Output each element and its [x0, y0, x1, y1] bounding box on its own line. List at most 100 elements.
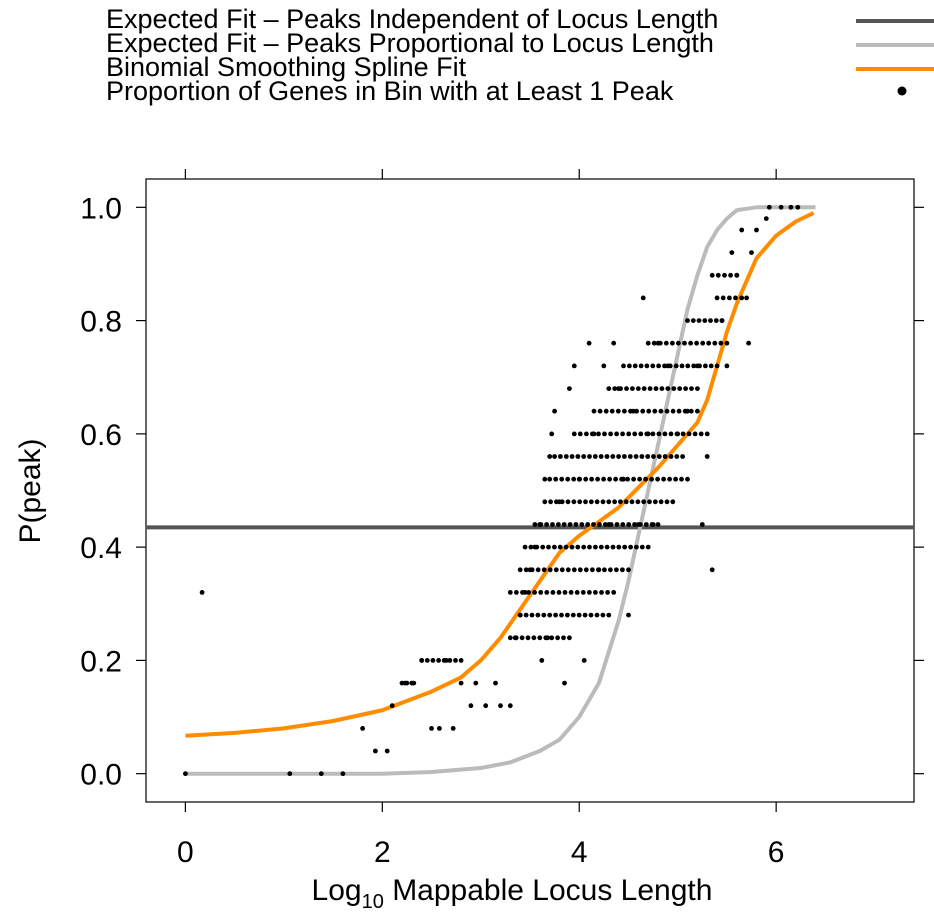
data-point: [534, 544, 540, 550]
data-point: [556, 590, 562, 595]
data-point: [641, 499, 647, 505]
data-point: [704, 454, 710, 459]
series-lines: [146, 205, 914, 776]
data-point: [607, 476, 612, 482]
data-point: [604, 544, 610, 550]
data-point: [559, 567, 565, 573]
data-point: [724, 340, 730, 346]
data-point: [517, 612, 523, 618]
data-point: [715, 272, 721, 278]
data-point: [581, 454, 587, 459]
data-point: [664, 499, 670, 505]
data-point: [550, 590, 556, 595]
data-point: [631, 476, 636, 482]
data-point: [608, 431, 613, 437]
proportional-fit-line: [185, 205, 816, 776]
x-axis-label: Log10 Mappable Locus Length: [312, 874, 713, 913]
legend-label: Expected Fit – Peaks Proportional to Loc…: [106, 28, 714, 58]
data-point: [587, 454, 592, 459]
data-point: [594, 612, 600, 618]
data-point: [584, 431, 589, 437]
data-point: [611, 340, 617, 346]
data-point: [535, 567, 541, 573]
data-point: [565, 476, 571, 482]
data-point: [640, 295, 646, 301]
data-point: [540, 544, 546, 550]
data-point: [646, 408, 652, 414]
data-point: [679, 476, 684, 482]
data-point: [674, 454, 680, 459]
data-point: [644, 363, 650, 369]
data-point: [539, 658, 545, 663]
data-point: [538, 522, 544, 527]
data-point: [581, 544, 587, 550]
data-point: [569, 454, 575, 459]
data-point: [632, 431, 638, 437]
data-point: [664, 408, 670, 414]
data-point: [558, 454, 563, 459]
data-point: [468, 703, 474, 709]
data-point: [567, 635, 572, 641]
data-point: [549, 635, 555, 641]
data-point: [611, 590, 617, 595]
data-point: [419, 658, 425, 663]
data-point: [596, 567, 601, 573]
data-point: [523, 567, 529, 573]
data-point: [473, 680, 479, 686]
data-point: [641, 386, 647, 391]
data-point: [655, 476, 660, 482]
data-point: [340, 771, 346, 777]
data-point: [360, 726, 365, 731]
data-point: [554, 499, 559, 505]
data-point: [680, 454, 685, 459]
data-point: [714, 363, 720, 369]
data-point: [670, 408, 676, 414]
data-point: [691, 363, 697, 369]
data-point: [656, 454, 662, 459]
data-point: [529, 612, 535, 618]
data-point: [689, 386, 694, 391]
data-point: [553, 476, 559, 482]
legend-label: Proportion of Genes in Bin with at Least…: [106, 76, 674, 106]
data-point: [591, 522, 596, 527]
data-point: [699, 522, 705, 527]
data-point: [713, 318, 719, 323]
y-tick-label: 0.2: [80, 645, 122, 678]
data-point: [568, 590, 574, 595]
data-point: [673, 363, 679, 369]
data-point: [594, 499, 600, 505]
data-point: [453, 658, 458, 663]
data-point: [662, 454, 668, 459]
data-point: [630, 386, 635, 391]
data-point: [606, 612, 612, 618]
data-point: [619, 476, 624, 482]
x-axis: 0 2 4 6: [177, 169, 784, 869]
data-point: [656, 431, 662, 437]
data-point: [571, 476, 577, 482]
data-point: [563, 454, 569, 459]
data-point: [573, 522, 579, 527]
data-point: [638, 363, 644, 369]
legend-label: Expected Fit – Peaks Independent of Locu…: [106, 4, 718, 34]
data-point: [766, 204, 772, 210]
data-point: [541, 567, 547, 573]
data-point: [670, 499, 676, 505]
data-point: [622, 408, 627, 414]
data-point: [673, 476, 678, 482]
data-point: [610, 544, 616, 550]
data-point: [629, 499, 635, 505]
data-point: [535, 612, 541, 618]
data-point: [628, 408, 633, 414]
data-point: [795, 204, 801, 210]
data-point: [287, 771, 293, 777]
data-point: [640, 408, 646, 414]
data-point: [703, 363, 708, 369]
data-point: [547, 567, 553, 573]
data-point: [649, 522, 655, 527]
data-point: [719, 318, 725, 323]
data-point: [531, 635, 537, 641]
data-point: [621, 363, 626, 369]
data-point: [626, 522, 632, 527]
data-point: [603, 408, 609, 414]
